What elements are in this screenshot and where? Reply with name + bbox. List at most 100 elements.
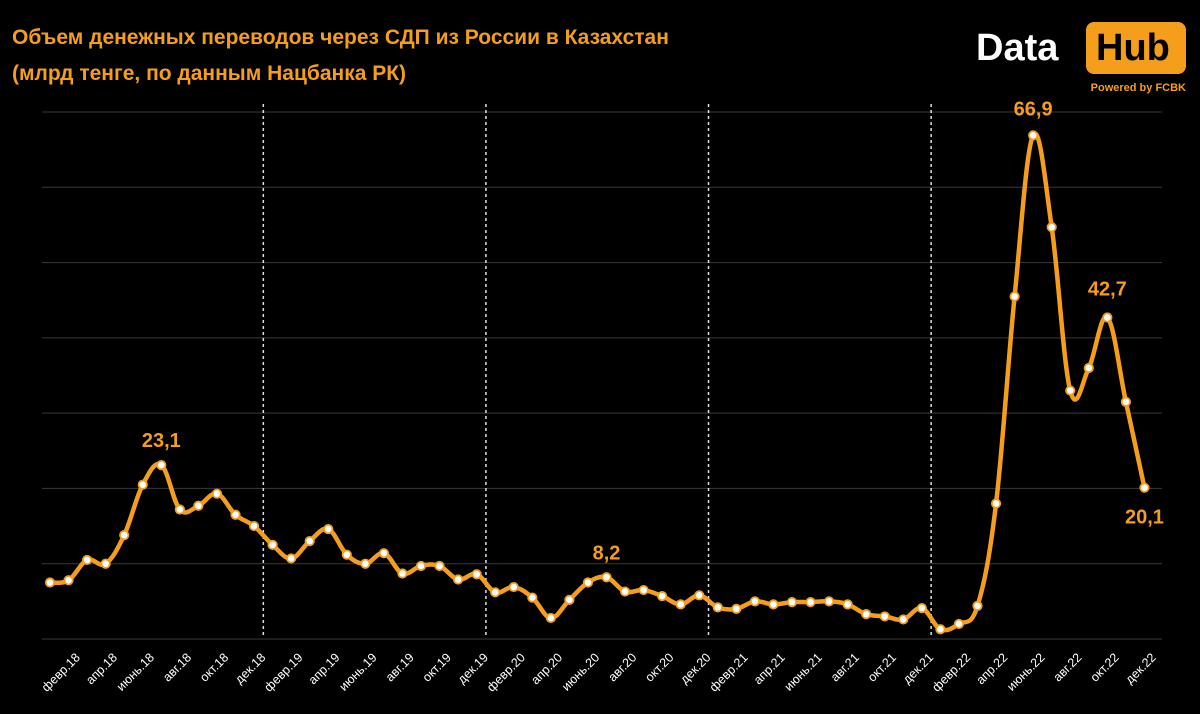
data-point-26	[527, 592, 538, 603]
x-tick-label: авг.19	[383, 650, 417, 684]
data-point-43	[842, 599, 853, 610]
data-point-49	[953, 618, 965, 630]
data-point-1	[63, 575, 74, 586]
x-tick-label: июнь.19	[336, 650, 379, 693]
data-label-59: 20,1	[1125, 507, 1164, 529]
data-point-15	[323, 523, 334, 535]
logo-text-hub: Hub	[1096, 27, 1170, 69]
data-label-6: 23,1	[142, 430, 181, 452]
data-point-42	[823, 596, 835, 607]
data-point-32	[638, 584, 649, 596]
data-point-47	[916, 603, 927, 614]
x-tick-label: окт.22	[1088, 650, 1122, 684]
data-point-11	[248, 520, 260, 532]
data-point-37	[731, 603, 742, 614]
data-point-56	[1083, 362, 1094, 374]
data-point-36	[712, 602, 723, 613]
x-tick-label: дек.20	[677, 650, 713, 686]
data-point-46	[898, 614, 909, 625]
x-tick-label: февр.21	[707, 650, 751, 694]
data-point-24	[490, 587, 501, 598]
x-tick-label: окт.19	[420, 650, 454, 684]
data-point-48	[935, 624, 946, 635]
data-point-25	[508, 581, 519, 593]
data-point-18	[378, 548, 389, 559]
data-point-16	[341, 549, 352, 560]
data-point-38	[749, 596, 761, 607]
x-tick-label: июнь.22	[1004, 650, 1047, 693]
data-point-19	[397, 568, 408, 579]
logo-hub-box	[1086, 22, 1186, 74]
data-point-2	[82, 554, 93, 566]
data-point-50	[972, 600, 983, 611]
data-point-39	[768, 599, 779, 610]
data-point-51	[990, 498, 1002, 509]
data-point-58	[1120, 396, 1132, 407]
x-tick-label: дек.18	[232, 650, 268, 686]
chart-subtitle: (млрд тенге, по данным Нацбанка РК)	[12, 62, 407, 85]
data-point-12	[267, 539, 278, 550]
data-point-54	[1046, 222, 1057, 233]
x-tick-label: дек.21	[900, 650, 936, 686]
data-point-27	[545, 612, 556, 624]
x-tick-label: апр.19	[306, 650, 343, 687]
x-tick-label: февр.22	[929, 650, 973, 694]
data-point-13	[286, 553, 297, 564]
x-tick-label: авг.18	[160, 650, 194, 684]
x-tick-label: апр.20	[528, 650, 565, 687]
data-point-35	[694, 590, 705, 601]
x-tick-label: дек.19	[455, 650, 491, 686]
data-point-44	[861, 609, 872, 620]
data-point-8	[193, 500, 204, 511]
data-point-33	[657, 590, 668, 602]
x-tick-label: февр.18	[39, 650, 83, 694]
data-point-55	[1065, 385, 1076, 396]
x-tick-label: июнь.21	[782, 650, 825, 693]
data-point-40	[786, 597, 798, 608]
x-tick-label: дек.22	[1123, 650, 1159, 686]
data-point-41	[805, 597, 816, 608]
data-point-29	[582, 577, 594, 588]
data-label-53: 66,9	[1014, 98, 1053, 120]
x-tick-label: окт.18	[197, 650, 231, 684]
x-tick-label: апр.18	[83, 650, 120, 687]
chart-title: Объем денежных переводов через СДП из Ро…	[12, 26, 669, 49]
x-tick-label: июнь.18	[114, 650, 157, 693]
data-point-59	[1139, 482, 1150, 493]
data-point-10	[230, 509, 241, 520]
x-tick-label: февр.20	[484, 650, 528, 694]
data-label-57: 42,7	[1088, 279, 1127, 301]
data-point-7	[174, 504, 185, 515]
x-tick-label: февр.19	[261, 650, 305, 694]
data-point-4	[119, 530, 130, 541]
data-point-17	[360, 558, 371, 569]
x-tick-label: авг.22	[1051, 650, 1085, 684]
data-point-31	[619, 586, 631, 597]
x-tick-label: апр.21	[751, 650, 788, 687]
data-point-3	[100, 558, 111, 569]
data-point-22	[452, 574, 464, 585]
x-tick-label: июнь.20	[559, 650, 602, 693]
data-point-5	[137, 479, 148, 490]
x-tick-label: авг.20	[605, 650, 639, 684]
datahub-logo: Data Hub Powered by FCBK	[976, 20, 1190, 96]
data-point-52	[1009, 291, 1020, 302]
data-label-30: 8,2	[593, 542, 621, 564]
data-point-14	[304, 536, 315, 547]
x-tick-label: окт.21	[865, 650, 899, 684]
data-point-34	[675, 599, 686, 610]
chart-title-block: Объем денежных переводов через СДП из Ро…	[12, 20, 669, 92]
data-point-20	[415, 560, 427, 572]
logo-text-data: Data	[976, 27, 1059, 69]
data-point-6	[156, 459, 167, 471]
data-point-21	[434, 560, 445, 572]
x-tick-label: окт.20	[642, 650, 676, 684]
data-point-53	[1028, 130, 1039, 141]
logo-powered-by: Powered by FCBK	[1090, 82, 1186, 94]
x-tick-label: авг.21	[828, 650, 862, 684]
data-point-0	[44, 577, 56, 588]
data-point-23	[471, 569, 482, 580]
data-point-28	[564, 594, 575, 605]
data-point-9	[211, 488, 223, 499]
